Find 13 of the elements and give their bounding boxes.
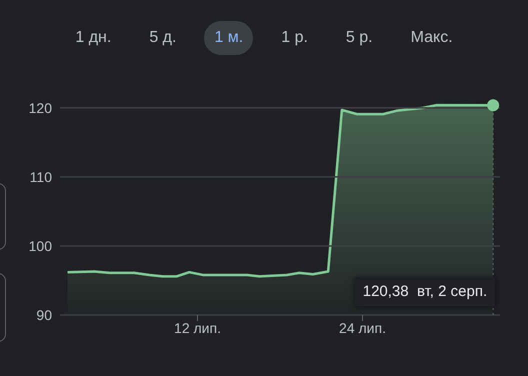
x-tick-label: 12 лип. <box>174 320 221 336</box>
y-tick-label: 90 <box>36 306 52 323</box>
text: 1 дн. <box>74 28 112 48</box>
text: 5 д. <box>148 28 178 48</box>
annotation: 120,38 вт, 2 серп. <box>354 277 496 306</box>
x-tick-label: 24 лип. <box>339 320 386 336</box>
text: Макс. <box>410 28 454 48</box>
y-tick-label: 120 <box>28 100 52 116</box>
text: 1 р. <box>280 28 309 48</box>
y-tick-label: 100 <box>28 238 52 254</box>
y-tick-label: 110 <box>30 168 52 185</box>
text: 5 р. <box>344 28 374 48</box>
text: 1 м. <box>204 21 254 55</box>
